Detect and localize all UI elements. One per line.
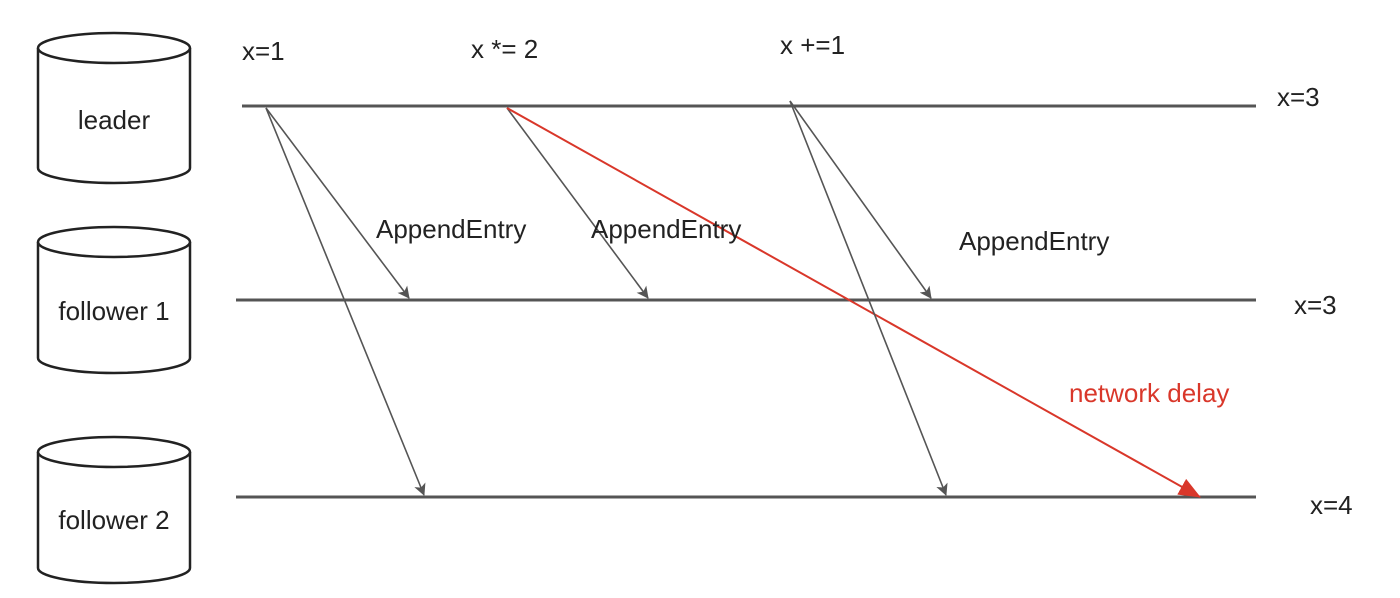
message-op2-to-follower2-delayed-arrow — [506, 107, 1201, 498]
operation-label-3: x +=1 — [780, 30, 845, 60]
follower2-label: follower 2 — [58, 505, 169, 535]
leader-label: leader — [78, 105, 151, 135]
follower1-database-icon: follower 1 — [36, 225, 192, 375]
message-op3-to-follower1-arrow — [789, 100, 932, 299]
follower2-database-icon: follower 2 — [36, 435, 192, 585]
follower2-final-state: x=4 — [1310, 490, 1353, 520]
leader-final-state: x=3 — [1277, 82, 1320, 112]
follower1-label: follower 1 — [58, 296, 169, 326]
append-entry-label-3: AppendEntry — [959, 226, 1109, 256]
append-entry-label-2: AppendEntry — [591, 214, 741, 244]
message-op1-to-follower1-arrow — [265, 107, 410, 299]
message-op3-to-follower2-arrow — [789, 100, 948, 496]
network-delay-label: network delay — [1069, 378, 1229, 408]
message-op2-to-follower1-arrow — [506, 107, 649, 299]
message-op1-to-follower2-arrow — [265, 107, 426, 496]
leader-database-icon: leader — [36, 31, 192, 185]
operation-label-2: x *= 2 — [471, 34, 538, 64]
follower1-final-state: x=3 — [1294, 290, 1337, 320]
operation-label-1: x=1 — [242, 36, 285, 66]
append-entry-label-1: AppendEntry — [376, 214, 526, 244]
